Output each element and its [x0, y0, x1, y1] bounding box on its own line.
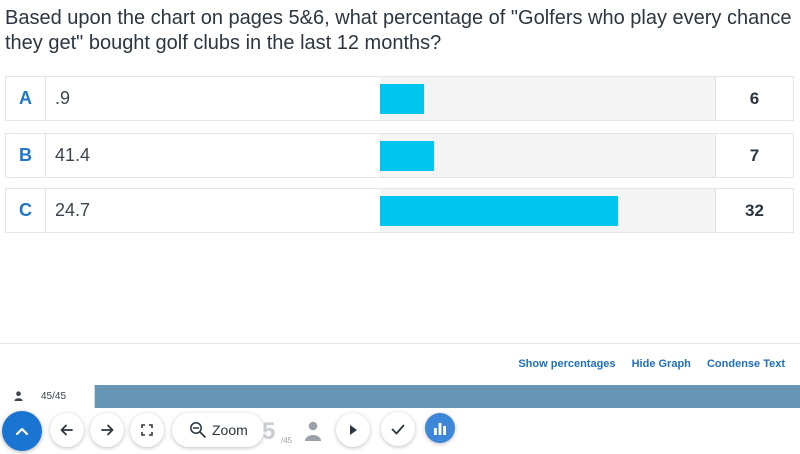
check-icon: [391, 424, 405, 434]
arrow-left-icon: [60, 424, 73, 436]
answer-row-b[interactable]: B 41.4 7: [5, 133, 794, 178]
answer-count: 7: [715, 134, 793, 177]
page-number: 5: [262, 418, 276, 445]
answer-count: 6: [715, 77, 793, 120]
back-button[interactable]: [50, 413, 84, 447]
bar-track: [380, 134, 715, 177]
progress-section: 45/45: [0, 385, 800, 408]
chart-button[interactable]: [425, 413, 455, 443]
zoom-out-icon: [190, 422, 206, 438]
toolbar: Zoom 5 /45: [0, 408, 800, 454]
answer-letter: C: [6, 189, 46, 232]
fullscreen-button[interactable]: [130, 413, 164, 447]
forward-button[interactable]: [90, 413, 124, 447]
footer-links: Show percentages Hide Graph Condense Tex…: [505, 358, 785, 370]
hide-graph-link[interactable]: Hide Graph: [631, 358, 691, 370]
bar-fill: [380, 141, 435, 171]
answer-row-a[interactable]: A .9 6: [5, 76, 794, 121]
zoom-label: Zoom: [212, 422, 248, 438]
progress-label: 45/45: [0, 385, 95, 408]
answer-count: 32: [715, 189, 793, 232]
question-text: Based upon the chart on pages 5&6, what …: [5, 7, 792, 54]
progress-bar: [95, 385, 800, 408]
bar-fill: [380, 84, 425, 114]
bar-track: [380, 77, 715, 120]
bar-chart-icon: [434, 422, 446, 435]
divider: [0, 343, 800, 344]
page-total: /45: [281, 436, 293, 445]
arrow-right-icon: [101, 424, 114, 436]
play-button[interactable]: [336, 413, 370, 447]
person-icon: [305, 421, 321, 441]
play-icon: [350, 425, 357, 435]
answer-text: 24.7: [55, 200, 91, 220]
answer-row-c[interactable]: C 24.7 32: [5, 188, 794, 233]
collapse-button[interactable]: [2, 411, 42, 451]
show-percentages-link[interactable]: Show percentages: [518, 358, 616, 370]
progress-count: 45/45: [41, 391, 67, 402]
condense-text-link[interactable]: Condense Text: [706, 358, 785, 370]
answer-letter: B: [6, 134, 46, 177]
answer-text: .9: [55, 88, 71, 108]
bar-track: [380, 189, 715, 232]
answer-text: 41.4: [55, 145, 91, 165]
fullscreen-icon: [141, 424, 153, 436]
bar-fill: [380, 196, 618, 226]
person-icon: [14, 391, 23, 401]
answer-letter: A: [6, 77, 46, 120]
chevron-up-icon: [15, 427, 29, 436]
zoom-button[interactable]: Zoom: [172, 413, 264, 447]
check-button[interactable]: [381, 412, 415, 446]
